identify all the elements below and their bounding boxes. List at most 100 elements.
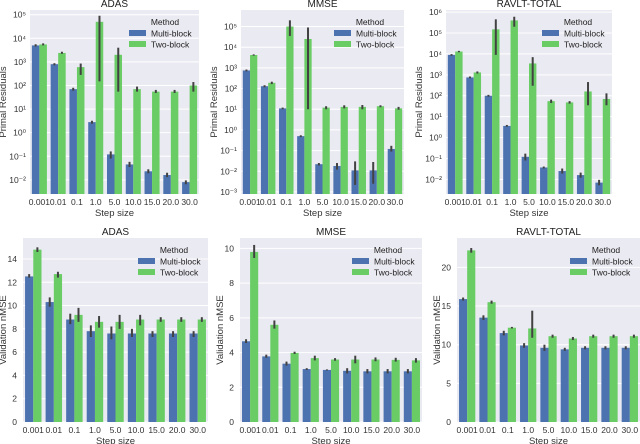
bar-multi-block bbox=[601, 347, 610, 422]
bar-multi-block bbox=[66, 319, 75, 422]
x-tick-label: 30.0 bbox=[387, 197, 404, 207]
y-tick-label: 4 bbox=[12, 370, 17, 380]
x-tick-label: 1.0 bbox=[305, 425, 317, 435]
y-tick-label: 12 bbox=[8, 277, 18, 287]
legend-label: Multi-block bbox=[160, 257, 201, 267]
y-tick-label: 10 bbox=[225, 243, 235, 253]
bar-multi-block bbox=[558, 171, 566, 194]
x-axis-label: Step size bbox=[95, 208, 134, 219]
legend-swatch bbox=[334, 30, 351, 36]
x-tick-label: 30.0 bbox=[181, 197, 198, 207]
y-axis-label: Validation nMSE bbox=[432, 295, 443, 365]
x-tick-label: 5.0 bbox=[317, 197, 329, 207]
bar-multi-block bbox=[315, 164, 323, 194]
legend-title: Method bbox=[356, 17, 385, 27]
bar-two-block bbox=[568, 338, 577, 422]
bar-two-block bbox=[189, 85, 198, 194]
legend-swatch bbox=[352, 269, 369, 275]
x-tick-label: 20.0 bbox=[369, 197, 386, 207]
legend-label: Two-block bbox=[592, 268, 631, 278]
bar-multi-block bbox=[363, 371, 372, 422]
x-tick-label: 0.1 bbox=[486, 197, 498, 207]
chart-panel-1: 10⁻² 10⁻¹ 10⁰ 10¹ 10² 10³ 10⁴ 10⁵ 0.001 0.01 0.1 1.… bbox=[0, 0, 199, 219]
legend-label: Two-block bbox=[374, 268, 413, 278]
bar-two-block bbox=[411, 360, 420, 422]
bar-multi-block bbox=[576, 175, 585, 194]
y-tick-label: 10³ bbox=[430, 70, 442, 80]
chart-title: RAVLT-TOTAL bbox=[497, 0, 562, 10]
bar-two-block bbox=[584, 91, 592, 194]
bar-multi-block bbox=[189, 333, 198, 422]
bar-multi-block bbox=[262, 356, 271, 422]
x-tick-label: 15.0 bbox=[144, 197, 161, 207]
x-tick-label: 0.01 bbox=[260, 197, 277, 207]
bar-two-block bbox=[371, 359, 380, 422]
bar-multi-block bbox=[621, 347, 630, 422]
x-tick-label: 30.0 bbox=[595, 197, 612, 207]
bar-two-block bbox=[136, 319, 145, 422]
x-axis-label: Step size bbox=[303, 208, 342, 219]
bar-two-block bbox=[250, 55, 258, 194]
y-tick-label: 10⁵ bbox=[13, 10, 26, 20]
bar-two-block bbox=[152, 91, 160, 194]
x-tick-label: 15.0 bbox=[558, 197, 575, 207]
x-tick-label: 5.0 bbox=[109, 197, 121, 207]
y-tick-label: 10⁻² bbox=[220, 166, 237, 176]
legend-label: Two-block bbox=[160, 268, 199, 278]
y-tick-label: 10² bbox=[225, 84, 237, 94]
bar-two-block bbox=[351, 359, 360, 422]
bar-multi-block bbox=[383, 371, 392, 422]
x-tick-label: 15.0 bbox=[363, 425, 380, 435]
bar-two-block bbox=[170, 91, 179, 194]
bar-two-block bbox=[270, 324, 279, 422]
y-tick-label: 5 bbox=[446, 378, 451, 388]
legend-swatch bbox=[542, 30, 559, 36]
bar-two-block bbox=[609, 336, 618, 422]
bar-multi-block bbox=[279, 108, 287, 194]
x-tick-label: 0.001 bbox=[457, 425, 479, 435]
chart-title: RAVLT-TOTAL bbox=[516, 227, 581, 238]
bar-two-block bbox=[589, 336, 598, 422]
legend-title: Method bbox=[160, 245, 189, 255]
bar-two-block bbox=[376, 106, 385, 194]
bar-two-block bbox=[473, 72, 482, 194]
y-tick-label: 2 bbox=[12, 394, 17, 404]
bar-two-block bbox=[510, 20, 518, 195]
chart-title: ADAS bbox=[102, 227, 130, 238]
y-tick-label: 8 bbox=[229, 278, 234, 288]
y-tick-label: 2 bbox=[229, 382, 234, 392]
bar-multi-block bbox=[521, 156, 529, 194]
bar-multi-block bbox=[69, 89, 77, 194]
bar-multi-block bbox=[540, 347, 549, 422]
legend-swatch bbox=[570, 258, 587, 264]
y-tick-label: 10² bbox=[430, 91, 442, 101]
bar-multi-block bbox=[182, 182, 190, 194]
bar-multi-block bbox=[503, 125, 511, 194]
y-tick-label: 10² bbox=[14, 80, 26, 90]
y-tick-label: 10⁻³ bbox=[220, 187, 237, 197]
y-tick-label: 0 bbox=[446, 417, 451, 427]
bar-multi-block bbox=[168, 333, 178, 422]
x-tick-label: 0.01 bbox=[465, 197, 482, 207]
legend-title: Method bbox=[374, 245, 403, 255]
x-tick-label: 0.001 bbox=[29, 197, 51, 207]
bar-two-block bbox=[74, 314, 83, 422]
x-tick-label: 5.0 bbox=[325, 425, 337, 435]
bar-multi-block bbox=[25, 276, 34, 422]
bar-two-block bbox=[76, 67, 85, 194]
x-tick-label: 1.0 bbox=[89, 425, 101, 435]
chart-title: MMSE bbox=[316, 227, 346, 238]
bar-two-block bbox=[467, 250, 476, 422]
y-tick-label: 10 bbox=[8, 301, 18, 311]
legend-label: Two-block bbox=[151, 40, 190, 50]
bar-two-block bbox=[507, 327, 516, 422]
legend-title: Method bbox=[564, 17, 593, 27]
bar-two-block bbox=[565, 102, 574, 194]
bar-two-block bbox=[33, 249, 42, 422]
bar-multi-block bbox=[484, 95, 493, 194]
x-tick-label: 0.001 bbox=[239, 197, 261, 207]
y-tick-label: 20 bbox=[442, 262, 452, 272]
x-tick-label: 15.0 bbox=[581, 425, 598, 435]
x-axis-label: Step size bbox=[509, 208, 548, 219]
